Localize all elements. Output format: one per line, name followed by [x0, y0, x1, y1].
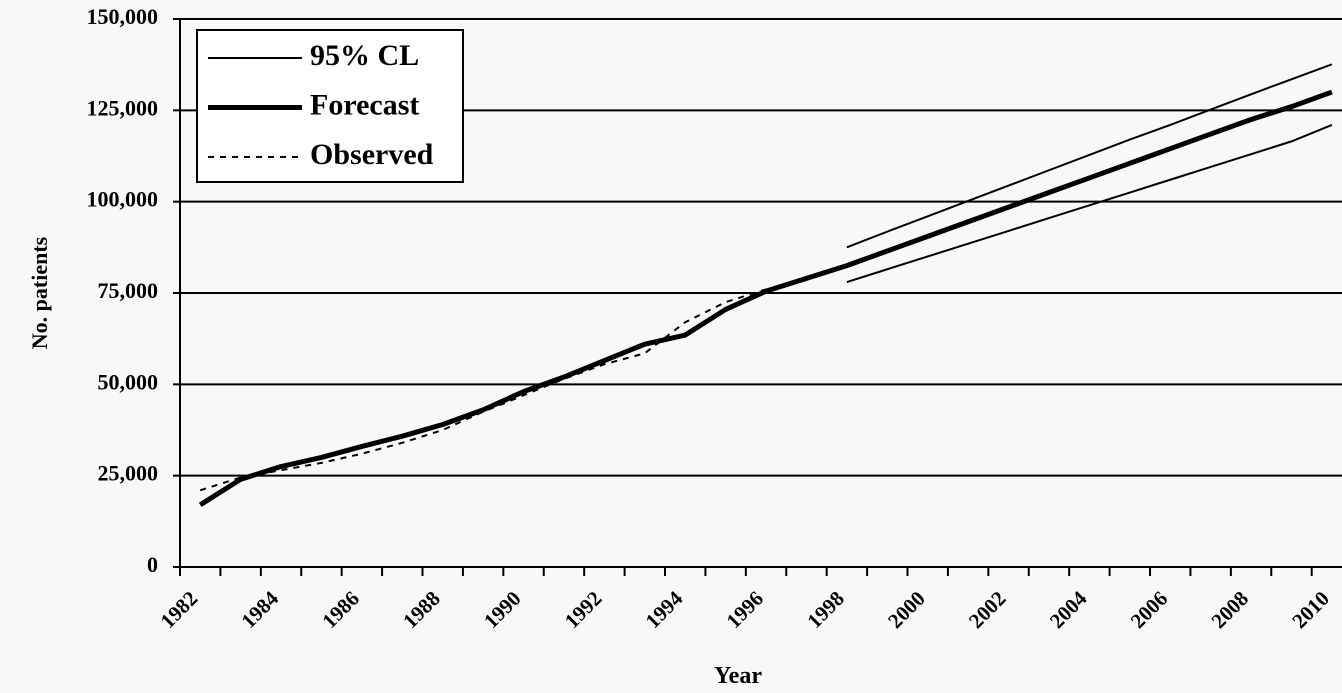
legend-label: 95% CL — [310, 39, 419, 72]
y-tick-label: 125,000 — [87, 95, 159, 120]
x-axis-label: Year — [714, 663, 762, 689]
series-line — [846, 124, 1333, 283]
y-tick-label: 50,000 — [98, 369, 159, 394]
legend-label: Forecast — [310, 88, 419, 121]
y-tick-label: 0 — [147, 552, 158, 577]
y-tick-label: 150,000 — [87, 4, 159, 29]
y-tick-label: 25,000 — [98, 461, 159, 486]
series-line — [199, 288, 767, 492]
series-line — [846, 63, 1333, 249]
y-tick-label: 75,000 — [98, 278, 159, 303]
y-tick-label: 100,000 — [87, 187, 159, 212]
y-axis-label: No. patients — [27, 236, 52, 349]
series-line — [198, 89, 1333, 508]
legend-label: Observed — [310, 138, 434, 171]
